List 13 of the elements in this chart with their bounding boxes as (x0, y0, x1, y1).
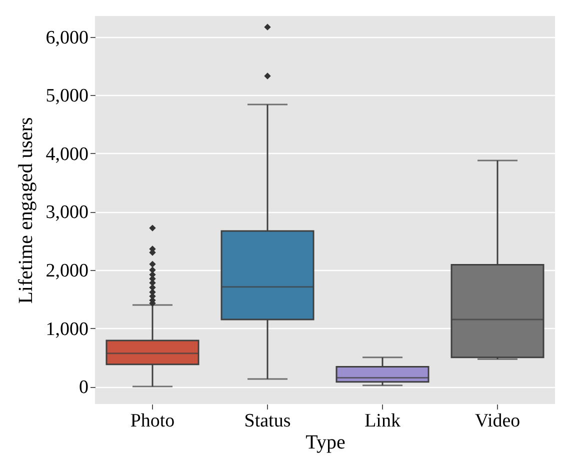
x-axis-title: Type (306, 432, 346, 454)
x-tick-label: Link (364, 410, 401, 432)
y-tick-label: 3,000 (46, 202, 88, 224)
y-tick-label: 0 (79, 377, 88, 398)
y-tick-label: 2,000 (46, 260, 88, 282)
y-tick-label: 1,000 (46, 318, 88, 340)
x-tick-label: Video (474, 410, 520, 432)
x-tick-label: Status (244, 410, 291, 432)
y-tick-label: 5,000 (46, 86, 88, 107)
y-tick-label: 6,000 (46, 27, 88, 48)
y-tick-label: 4,000 (46, 144, 88, 165)
x-tick-label: Photo (130, 410, 175, 432)
y-axis-title: Lifetime engaged users (14, 116, 37, 304)
